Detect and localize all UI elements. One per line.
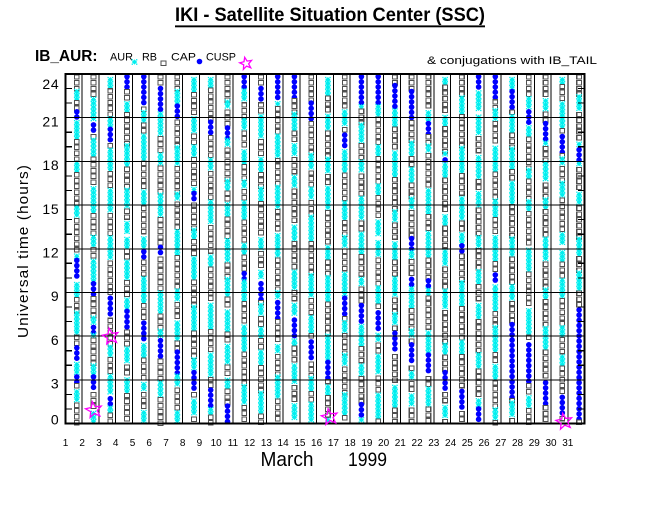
svg-text:8: 8 xyxy=(180,438,186,449)
svg-text:28: 28 xyxy=(512,438,524,449)
svg-text:11: 11 xyxy=(228,438,239,449)
svg-text:13: 13 xyxy=(261,438,273,449)
svg-text:22: 22 xyxy=(412,438,424,449)
svg-text:31: 31 xyxy=(562,438,574,449)
svg-text:10: 10 xyxy=(211,438,223,449)
svg-text:0: 0 xyxy=(51,411,60,427)
svg-text:27: 27 xyxy=(495,438,507,449)
svg-text:CUSP: CUSP xyxy=(206,52,236,64)
svg-text:AUR: AUR xyxy=(110,52,133,64)
svg-text:24: 24 xyxy=(42,76,59,92)
svg-text:March: March xyxy=(261,449,314,471)
svg-text:5: 5 xyxy=(130,438,136,449)
svg-text:6: 6 xyxy=(146,438,152,449)
svg-text:26: 26 xyxy=(478,438,490,449)
svg-text:15: 15 xyxy=(42,201,59,217)
svg-text:9: 9 xyxy=(51,288,60,304)
svg-text:& conjugations with IB_TAIL: & conjugations with IB_TAIL xyxy=(427,55,597,67)
svg-text:CAP: CAP xyxy=(171,52,196,64)
svg-text:1999: 1999 xyxy=(348,450,387,471)
svg-text:21: 21 xyxy=(42,113,59,129)
svg-text:23: 23 xyxy=(428,438,440,449)
svg-text:7: 7 xyxy=(163,438,169,449)
svg-text:9: 9 xyxy=(197,438,203,449)
svg-text:29: 29 xyxy=(529,438,541,449)
svg-text:14: 14 xyxy=(278,438,290,449)
svg-text:2: 2 xyxy=(79,438,85,449)
svg-text:20: 20 xyxy=(378,438,390,449)
svg-text:6: 6 xyxy=(51,332,60,348)
svg-text:4: 4 xyxy=(113,438,119,449)
svg-text:3: 3 xyxy=(51,375,60,391)
svg-text:17: 17 xyxy=(328,438,340,449)
svg-text:19: 19 xyxy=(361,438,373,449)
svg-text:Universal time (hours): Universal time (hours) xyxy=(16,164,32,338)
svg-text:18: 18 xyxy=(42,157,59,173)
svg-text:18: 18 xyxy=(345,438,357,449)
svg-text:25: 25 xyxy=(462,438,474,449)
svg-text:IKI - Satellite Situation Cent: IKI - Satellite Situation Center (SSC) xyxy=(175,5,485,26)
svg-text:12: 12 xyxy=(244,438,256,449)
svg-text:RB: RB xyxy=(142,52,157,64)
svg-text:1: 1 xyxy=(63,438,69,449)
svg-text:3: 3 xyxy=(96,438,102,449)
svg-text:30: 30 xyxy=(545,438,557,449)
svg-text:IB_AUR:: IB_AUR: xyxy=(35,48,98,65)
svg-text:15: 15 xyxy=(294,438,306,449)
svg-text:16: 16 xyxy=(311,438,323,449)
svg-text:24: 24 xyxy=(445,438,457,449)
svg-text:12: 12 xyxy=(42,244,59,260)
svg-text:21: 21 xyxy=(395,438,407,449)
